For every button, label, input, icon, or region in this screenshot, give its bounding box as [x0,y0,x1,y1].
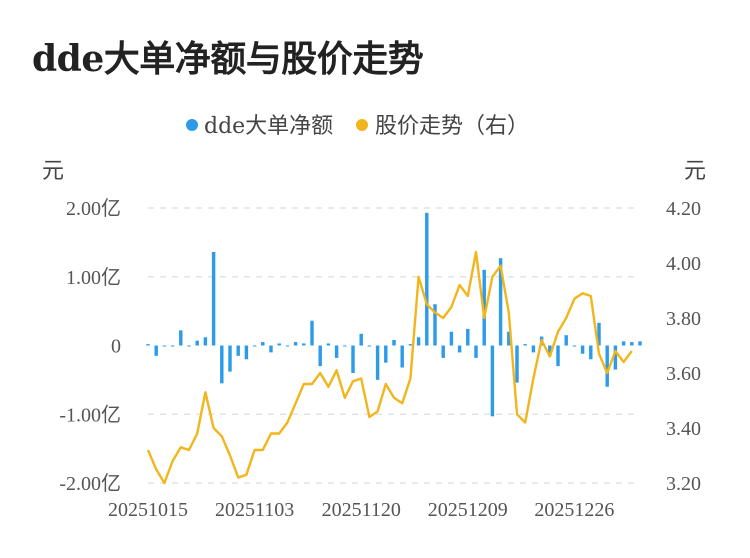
bar [154,345,158,356]
bar [384,345,388,363]
bar [572,345,577,347]
bar [580,345,585,354]
price-line [146,250,633,485]
bar [334,345,339,358]
bar [556,345,560,367]
grid-lines [148,207,640,484]
bar [228,345,232,372]
bar [220,345,224,384]
bar [498,258,503,346]
legend-line-label[interactable]: 股价走势（右） [375,114,529,139]
bar [548,345,552,356]
left-axis-ticks: 2.00亿 1.00亿 0 -1.00亿 -2.00亿 [59,197,121,495]
right-tick-label: 3.60 [666,363,701,385]
legend-bar-swatch [186,119,198,131]
bar [507,331,511,346]
bar [400,345,404,368]
legend-bar-label[interactable]: dde大单净额 [204,114,333,139]
left-tick-label: -1.00亿 [59,403,121,426]
right-tick-label: 4.20 [666,198,701,220]
line-series [146,250,633,485]
x-tick-label: 20251226 [534,499,614,521]
bar [359,333,363,346]
bar [302,343,306,346]
bar [261,342,265,346]
right-tick-label: 4.00 [666,253,701,275]
bar [597,322,601,346]
bar [277,343,281,346]
bar [293,342,298,346]
bar [425,212,429,346]
bar [638,341,642,346]
bar [630,342,634,346]
right-axis-ticks: 4.20 4.00 3.80 3.60 3.40 3.20 [666,198,701,495]
bar [146,344,150,346]
bar [589,345,593,360]
right-tick-label: 3.40 [666,418,701,440]
x-axis-ticks: 20251015 20251103 20251120 20251209 20251226 [108,499,614,521]
bar [449,331,454,346]
bar [179,330,183,346]
left-tick-label: -2.00亿 [59,472,121,495]
bar [621,341,626,346]
bar [523,344,527,346]
bar [269,345,273,353]
bar [375,345,380,380]
bar [490,345,495,417]
bar [482,269,486,346]
bar [457,345,462,353]
x-tick-label: 20251209 [428,499,508,521]
left-tick-label: 2.00亿 [66,197,121,220]
x-tick-label: 20251015 [108,499,188,521]
bar [441,345,445,358]
bar [318,345,322,367]
bar [211,252,216,346]
bar [433,304,437,346]
x-tick-label: 20251120 [322,499,401,521]
bar [416,337,421,346]
legend[interactable]: dde大单净额 股价走势（右） [186,114,529,139]
bar [285,345,290,347]
bar [466,329,470,346]
bar [343,345,347,347]
bar [392,340,396,346]
left-tick-label: 0 [111,336,121,358]
bar [605,345,609,387]
bar [613,345,618,370]
bar [203,337,208,346]
bar [252,345,257,347]
bar [367,345,372,347]
right-tick-label: 3.80 [666,308,701,330]
bar [170,345,175,347]
bar [515,345,519,383]
bar [531,345,536,353]
bar [195,340,199,346]
right-axis-unit: 元 [684,159,706,184]
page-title: dde大单净额与股价走势 [32,38,424,80]
bar [236,345,240,356]
x-tick-label: 20251103 [215,499,294,521]
bar [564,335,568,346]
right-tick-label: 3.20 [666,473,701,495]
bar [408,344,413,346]
bar [310,320,314,346]
left-axis-unit: 元 [42,159,64,184]
left-tick-label: 1.00亿 [66,266,121,289]
legend-line-swatch [356,119,368,131]
bar [187,345,191,347]
bar [326,343,331,346]
bar [244,345,249,360]
bar [474,345,478,358]
bar [351,345,355,373]
bar [162,345,167,347]
